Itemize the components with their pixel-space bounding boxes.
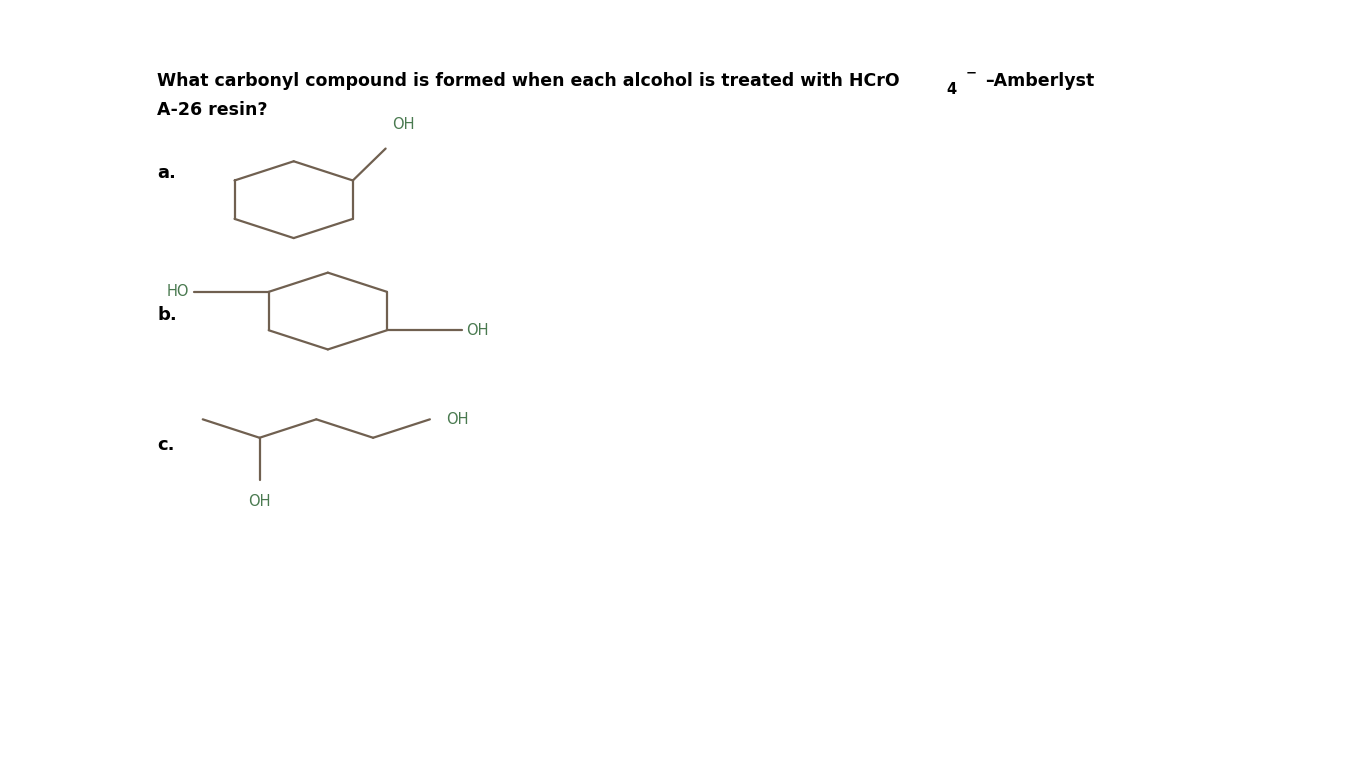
Text: HO: HO	[167, 284, 190, 300]
Text: 4: 4	[947, 82, 956, 98]
Text: b.: b.	[157, 306, 176, 324]
Text: a.: a.	[157, 164, 176, 182]
Text: A-26 resin?: A-26 resin?	[157, 101, 268, 119]
Text: c.: c.	[157, 436, 175, 455]
Text: OH: OH	[447, 412, 469, 427]
Text: OH: OH	[392, 117, 415, 131]
Text: −: −	[966, 67, 977, 79]
Text: OH: OH	[249, 494, 270, 509]
Text: –Amberlyst: –Amberlyst	[985, 71, 1094, 90]
Text: OH: OH	[466, 323, 489, 338]
Text: What carbonyl compound is formed when each alcohol is treated with HCrO: What carbonyl compound is formed when ea…	[157, 71, 900, 90]
